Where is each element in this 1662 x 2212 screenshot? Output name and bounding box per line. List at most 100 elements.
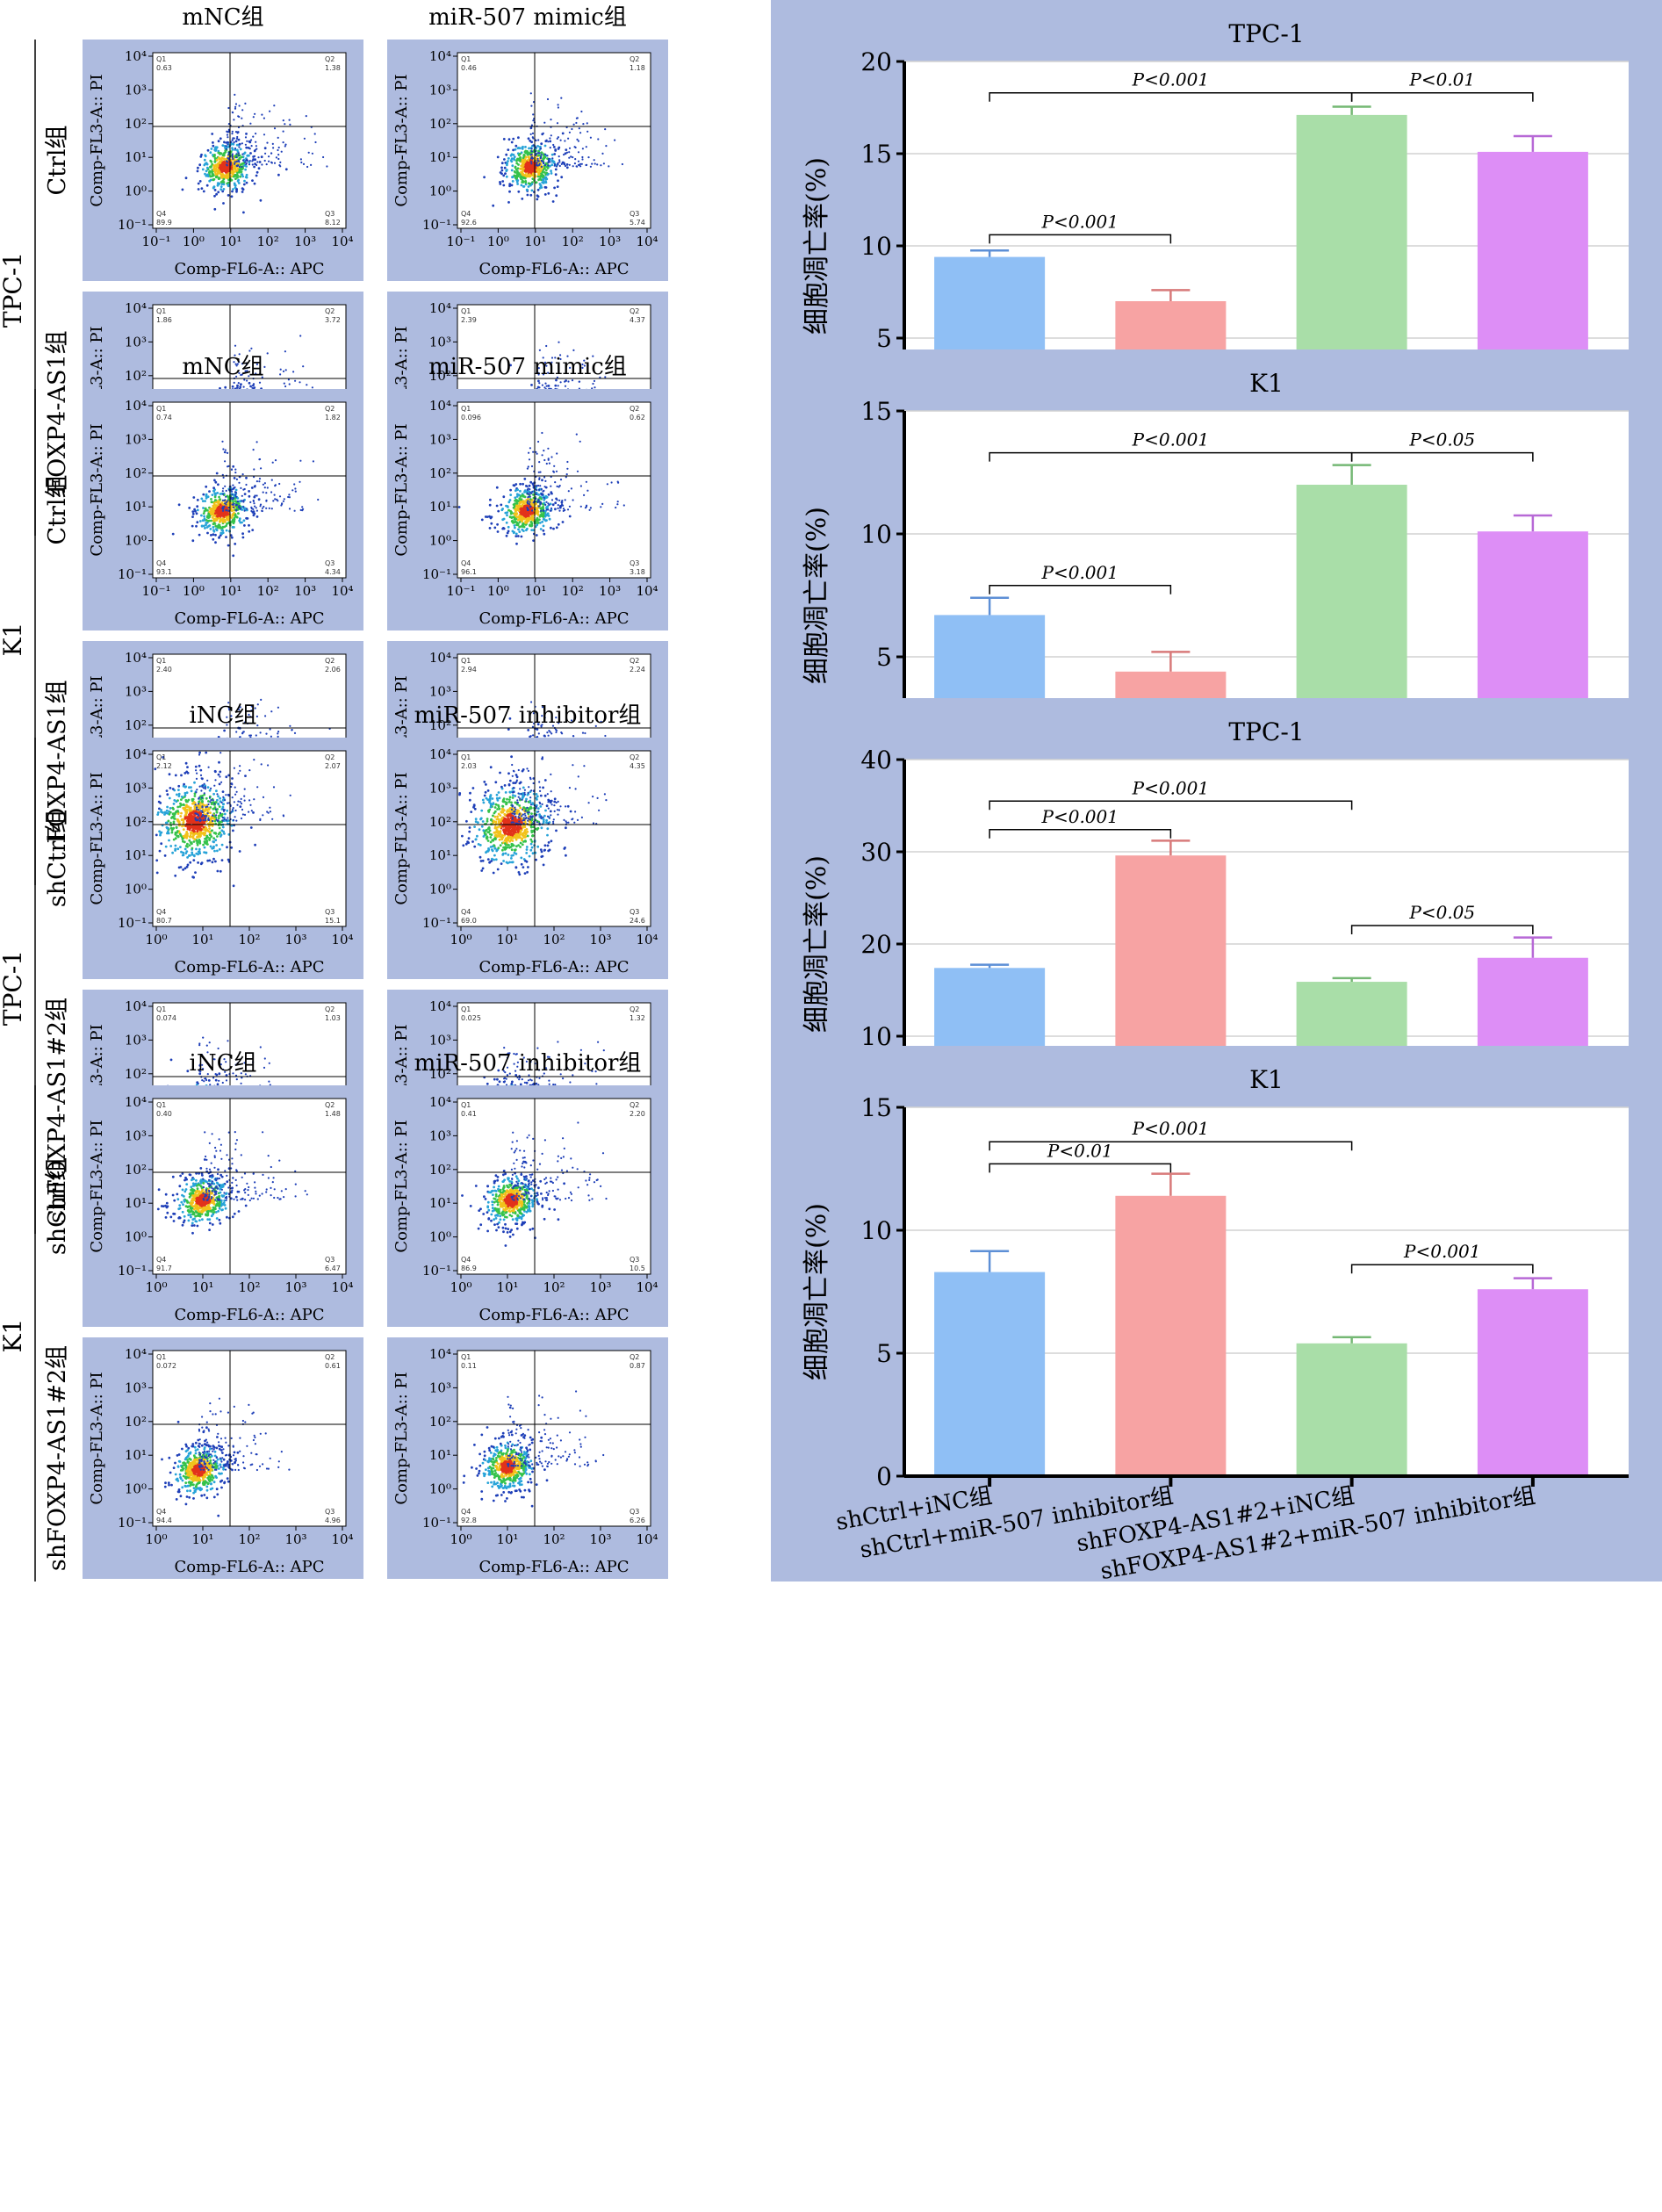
- flow-dot: [529, 193, 533, 197]
- flow-dot: [536, 157, 539, 160]
- flow-dot: [213, 512, 217, 515]
- flow-dot: [303, 137, 306, 140]
- flow-dot: [530, 384, 533, 386]
- flow-dot: [217, 526, 220, 530]
- flow-dot: [234, 504, 237, 507]
- flow-dot: [221, 440, 224, 443]
- flow-dot: [565, 166, 569, 169]
- x-tick-label: 10⁰: [183, 583, 205, 599]
- flow-dot: [255, 507, 257, 509]
- flow-dot: [235, 509, 238, 512]
- flow-plot-area: [152, 401, 347, 579]
- flow-dot: [513, 155, 516, 159]
- flow-dot: [568, 131, 572, 133]
- flow-dot: [589, 507, 593, 509]
- flow-dot: [218, 170, 220, 174]
- flow-dot: [550, 485, 552, 487]
- x-tick-label: 10⁴: [331, 583, 353, 599]
- flow-dot: [222, 183, 226, 186]
- flow-dot: [514, 499, 516, 502]
- flow-dot: [571, 127, 573, 131]
- flow-dot: [204, 527, 206, 530]
- x-tick-label: 10²: [257, 583, 279, 599]
- flow-dot: [236, 132, 239, 134]
- flow-dot: [219, 163, 222, 167]
- flow-dot: [231, 153, 234, 155]
- flow-dot: [212, 489, 216, 493]
- flow-dot: [549, 509, 551, 512]
- flow-dot: [268, 155, 270, 158]
- flow-dot: [257, 156, 260, 159]
- flow-dot: [507, 138, 511, 141]
- flow-dot: [544, 169, 548, 172]
- y-tick-label: 10¹: [125, 499, 147, 515]
- flow-dot: [227, 500, 229, 502]
- flow-dot: [500, 503, 503, 507]
- quadrant-q1-label: Q1: [156, 55, 166, 63]
- flow-dot: [288, 508, 291, 510]
- flow-dot: [284, 385, 287, 388]
- flow-dot: [543, 162, 545, 165]
- flow-dot: [457, 506, 461, 508]
- flow-dot: [222, 508, 225, 510]
- flow-dot: [530, 161, 533, 163]
- flow-dot: [594, 386, 596, 389]
- flow-dot: [525, 169, 529, 173]
- flow-dot: [538, 496, 542, 500]
- flow-dot: [302, 162, 306, 165]
- flow-dot: [208, 515, 212, 517]
- flow-dot: [202, 493, 205, 496]
- flow-dot: [565, 151, 569, 154]
- flow-dot: [217, 168, 220, 171]
- flow-dot: [224, 460, 227, 463]
- cell-line-label: TPC-1: [0, 252, 27, 328]
- flow-dot: [254, 505, 256, 508]
- flow-dot: [514, 520, 517, 523]
- flow-dot: [224, 385, 227, 389]
- flow-dot: [241, 536, 245, 539]
- flow-dot: [241, 187, 244, 191]
- flow-dot: [277, 173, 280, 177]
- flow-dot: [241, 173, 244, 177]
- flow-dot: [530, 162, 533, 165]
- flow-dot: [242, 211, 245, 214]
- flow-dot: [530, 183, 534, 186]
- flow-dot: [523, 517, 526, 521]
- flow-dot: [521, 163, 524, 167]
- flow-dot: [255, 174, 258, 177]
- flow-dot: [234, 161, 236, 163]
- flow-dot: [282, 130, 284, 133]
- flow-dot: [248, 140, 251, 143]
- flow-dot: [244, 168, 247, 171]
- flow-dot: [253, 495, 255, 498]
- flow-dot: [223, 141, 226, 144]
- flow-dot: [213, 207, 217, 211]
- flow-dot: [278, 495, 282, 498]
- flow-dot: [550, 163, 554, 167]
- flow-dot: [521, 173, 524, 176]
- flow-dot: [279, 165, 282, 168]
- flow-dot: [555, 194, 558, 198]
- flow-dot: [578, 127, 580, 130]
- flow-dot: [535, 534, 538, 537]
- flow-dot: [517, 136, 520, 140]
- column-header-0: mNC组: [182, 354, 263, 380]
- flow-dot: [204, 172, 206, 176]
- flow-dot: [243, 493, 247, 495]
- flow-dot: [508, 190, 511, 193]
- flow-dot: [621, 162, 624, 166]
- flow-dot: [553, 153, 557, 155]
- flow-dot: [231, 526, 234, 529]
- flow-dot: [219, 185, 223, 189]
- flow-dot: [214, 149, 218, 152]
- y-tick-label: 10⁻¹: [118, 566, 147, 582]
- flow-dot: [235, 143, 239, 147]
- flow-dot: [557, 162, 559, 164]
- flow-dot: [241, 142, 243, 145]
- flow-dot: [575, 121, 578, 125]
- flow-dot: [581, 155, 584, 159]
- flow-dot: [219, 162, 222, 164]
- flow-dot: [530, 189, 534, 192]
- flow-dot: [532, 113, 535, 116]
- y-tick-label: 10⁰: [125, 184, 147, 199]
